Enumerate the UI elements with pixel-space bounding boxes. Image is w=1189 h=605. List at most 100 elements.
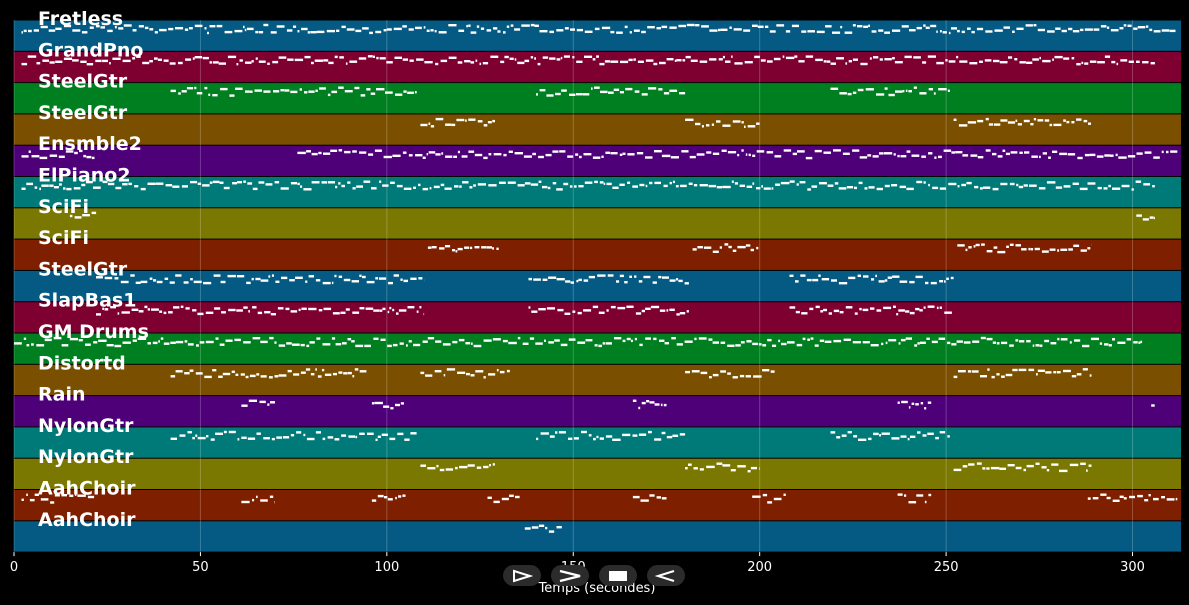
note-mark bbox=[708, 184, 717, 188]
note-mark bbox=[152, 341, 158, 345]
note-mark bbox=[342, 342, 347, 345]
note-mark bbox=[679, 92, 686, 95]
note-mark bbox=[916, 26, 922, 30]
note-mark bbox=[994, 29, 1003, 32]
note-mark bbox=[387, 498, 393, 501]
note-mark bbox=[409, 59, 414, 62]
note-mark bbox=[267, 62, 270, 65]
note-mark bbox=[269, 376, 273, 379]
note-mark bbox=[831, 279, 837, 282]
note-mark bbox=[178, 61, 183, 65]
note-mark bbox=[685, 467, 688, 470]
note-mark bbox=[425, 374, 433, 377]
note-mark bbox=[610, 152, 618, 155]
note-mark bbox=[1087, 247, 1091, 250]
note-mark bbox=[335, 343, 342, 346]
note-mark bbox=[154, 57, 158, 60]
note-mark bbox=[114, 26, 117, 29]
note-mark bbox=[747, 125, 756, 128]
note-mark bbox=[93, 341, 98, 344]
note-mark bbox=[212, 61, 219, 64]
note-mark bbox=[69, 494, 74, 497]
stop-button[interactable] bbox=[599, 565, 637, 586]
note-mark bbox=[477, 120, 483, 123]
note-mark bbox=[258, 181, 265, 184]
note-mark bbox=[943, 149, 952, 152]
note-mark bbox=[570, 28, 575, 31]
note-mark bbox=[693, 467, 698, 470]
note-mark bbox=[163, 59, 169, 62]
reverse-button[interactable] bbox=[647, 565, 685, 586]
note-mark bbox=[767, 501, 773, 504]
note-mark bbox=[881, 432, 890, 435]
play-forward-button[interactable] bbox=[503, 565, 541, 586]
note-mark bbox=[185, 307, 190, 310]
note-mark bbox=[1018, 185, 1024, 189]
note-mark bbox=[1150, 62, 1155, 65]
note-mark bbox=[407, 306, 415, 309]
fast-forward-button[interactable] bbox=[551, 565, 589, 586]
note-mark bbox=[993, 59, 1000, 63]
note-mark bbox=[1079, 187, 1088, 191]
note-mark bbox=[499, 370, 505, 374]
note-mark bbox=[299, 88, 302, 91]
note-mark bbox=[1123, 497, 1127, 500]
grid-lines bbox=[13, 20, 1134, 553]
note-mark bbox=[733, 28, 742, 31]
note-mark bbox=[811, 185, 818, 188]
note-mark bbox=[966, 181, 972, 185]
note-mark bbox=[63, 57, 73, 60]
note-mark bbox=[31, 343, 34, 346]
note-mark bbox=[857, 25, 863, 28]
note-mark bbox=[745, 244, 751, 247]
note-mark bbox=[355, 344, 364, 348]
note-mark bbox=[838, 187, 847, 190]
note-mark bbox=[383, 29, 387, 32]
note-mark bbox=[1028, 368, 1035, 372]
note-mark bbox=[280, 89, 285, 92]
note-mark bbox=[121, 311, 130, 314]
note-mark bbox=[666, 58, 674, 61]
note-mark bbox=[744, 61, 753, 64]
note-mark bbox=[1088, 464, 1092, 467]
note-mark bbox=[255, 277, 261, 281]
note-mark bbox=[1000, 119, 1008, 122]
note-mark bbox=[688, 182, 693, 185]
note-mark bbox=[287, 369, 292, 373]
note-mark bbox=[737, 153, 740, 157]
track-band bbox=[14, 114, 1181, 145]
note-mark bbox=[170, 89, 176, 93]
note-mark bbox=[135, 281, 141, 284]
note-mark bbox=[847, 431, 852, 434]
note-mark bbox=[479, 62, 482, 66]
note-mark bbox=[136, 55, 141, 58]
note-mark bbox=[649, 401, 655, 404]
note-mark bbox=[214, 307, 221, 310]
note-mark bbox=[1108, 184, 1111, 188]
note-mark bbox=[1140, 340, 1143, 344]
note-mark bbox=[252, 187, 258, 191]
note-mark bbox=[184, 372, 190, 375]
note-mark bbox=[955, 151, 963, 154]
note-mark bbox=[1005, 152, 1010, 156]
note-mark bbox=[170, 341, 176, 344]
note-mark bbox=[1015, 119, 1018, 122]
note-mark bbox=[899, 185, 906, 189]
note-mark bbox=[538, 180, 542, 183]
note-mark bbox=[408, 154, 413, 157]
note-mark bbox=[481, 246, 487, 249]
note-mark bbox=[367, 432, 374, 435]
note-mark bbox=[1056, 371, 1061, 374]
note-mark bbox=[570, 281, 574, 284]
note-mark bbox=[979, 60, 983, 63]
note-mark bbox=[688, 463, 692, 466]
note-mark bbox=[743, 29, 751, 32]
note-mark bbox=[453, 155, 457, 158]
note-mark bbox=[926, 337, 930, 340]
note-mark bbox=[878, 280, 885, 283]
note-mark bbox=[863, 25, 869, 28]
note-mark bbox=[257, 311, 263, 315]
note-mark bbox=[40, 25, 48, 29]
note-mark bbox=[372, 55, 375, 58]
note-mark bbox=[1048, 156, 1051, 159]
